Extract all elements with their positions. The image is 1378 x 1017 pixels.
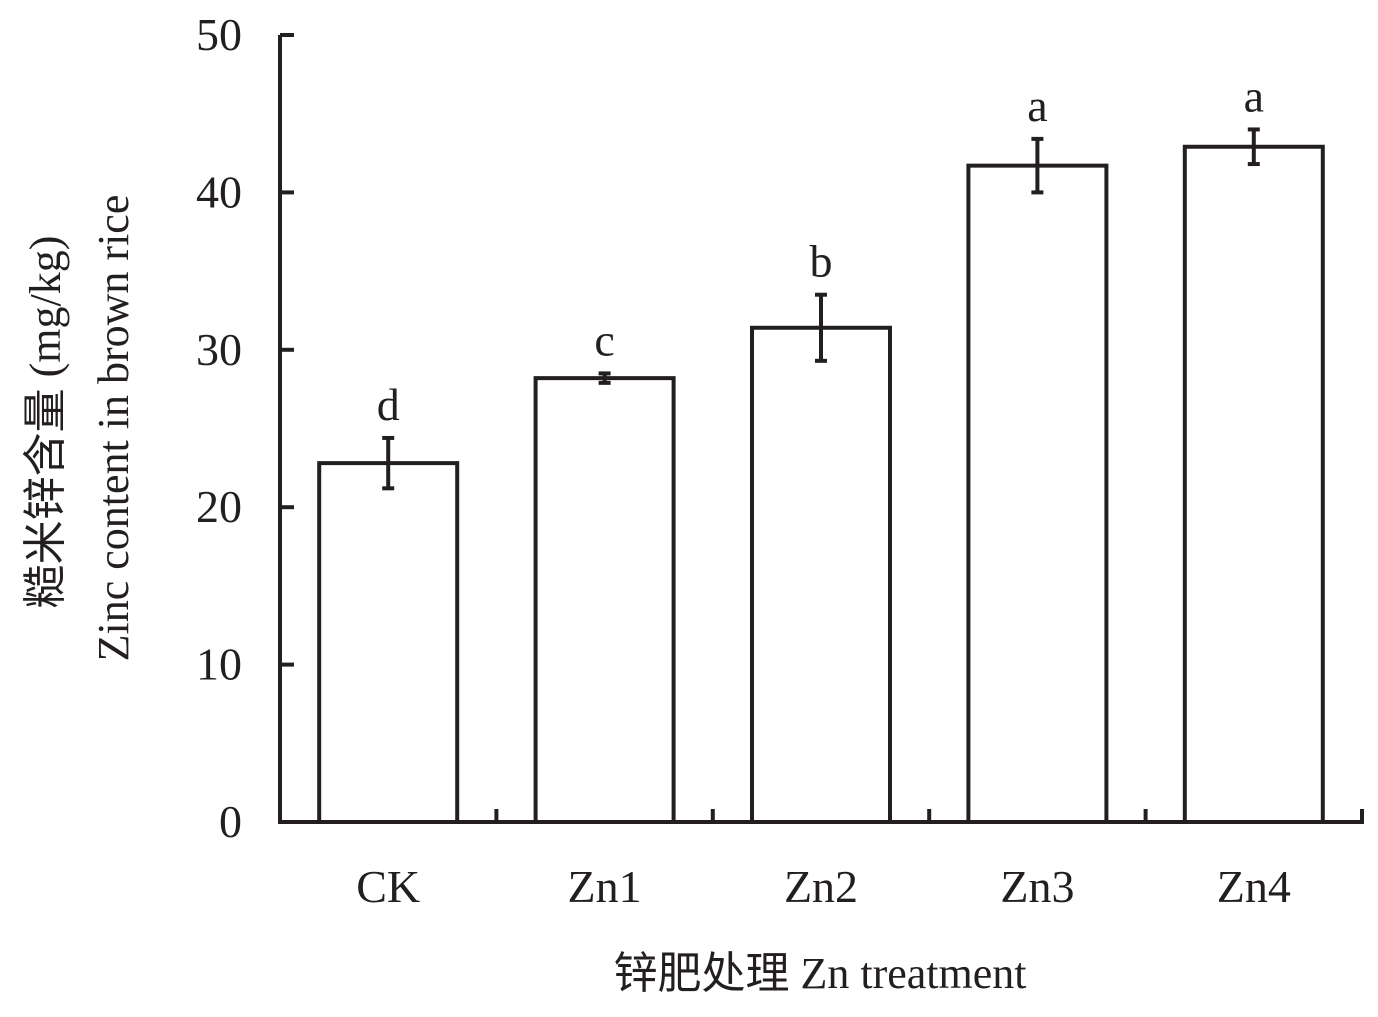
bar-zn3 (966, 163, 1109, 824)
significance-letter-zn4: a (1244, 70, 1264, 121)
y-tick-label-50: 50 (196, 9, 242, 60)
significance-letter-zn1: c (594, 314, 614, 365)
x-tick-label-zn3: Zn3 (1000, 861, 1074, 912)
bar-zn2 (750, 325, 892, 824)
bar-zn1 (533, 376, 676, 824)
bar-zn4 (1182, 144, 1325, 824)
significance-letter-zn2: b (810, 236, 833, 287)
x-tick-label-ck: CK (356, 861, 420, 912)
significance-letter-zn3: a (1027, 80, 1047, 131)
axes-layer: CK Zn1 Zn2 Zn3 Zn4 0 10 20 30 40 50 (196, 9, 1364, 912)
y-tick-label-10: 10 (196, 639, 242, 690)
x-tick-label-zn1: Zn1 (568, 861, 642, 912)
bar-ck (317, 461, 460, 824)
significance-letter-ck: d (377, 379, 400, 430)
x-axis-label: 锌肥处理 Zn treatment (613, 949, 1026, 998)
y-axis-label-english: Zinc content in brown rice (89, 195, 138, 662)
y-axis-label-chinese: 糙米锌含量 (mg/kg) (21, 236, 70, 609)
y-tick-label-40: 40 (196, 166, 242, 217)
error-bars-layer (382, 127, 1260, 491)
y-tick-label-20: 20 (196, 481, 242, 532)
x-tick-label-zn4: Zn4 (1217, 861, 1291, 912)
axis-labels-layer: 糙米锌含量 (mg/kg) Zinc content in brown rice… (21, 195, 1027, 998)
x-tick-label-zn2: Zn2 (784, 861, 858, 912)
significance-letters-layer: d c b a a (377, 70, 1264, 430)
y-tick-label-30: 30 (196, 324, 242, 375)
y-tick-label-0: 0 (219, 796, 242, 847)
